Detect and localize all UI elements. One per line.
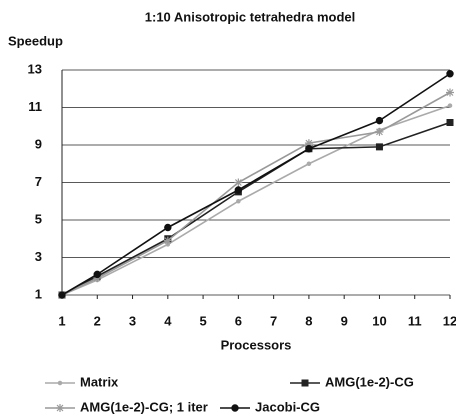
marker — [304, 139, 313, 148]
x-tick-label: 4 — [164, 313, 172, 328]
marker — [375, 143, 383, 151]
x-tick-label: 12 — [443, 313, 456, 328]
x-tick-label: 7 — [270, 313, 277, 328]
marker — [446, 119, 454, 126]
x-tick-label: 3 — [129, 313, 136, 328]
x-tick-label: 6 — [235, 313, 242, 328]
marker — [446, 70, 454, 78]
marker — [306, 161, 312, 167]
y-tick-label: 5 — [35, 211, 42, 226]
marker — [446, 88, 454, 97]
x-tick-label: 1 — [58, 313, 65, 328]
legend-label: Matrix — [80, 374, 119, 389]
y-tick-label: 11 — [28, 99, 42, 114]
x-tick-label: 11 — [408, 313, 422, 328]
legend-label: Jacobi-CG — [255, 399, 320, 414]
marker — [57, 380, 63, 386]
marker — [447, 103, 453, 108]
y-tick-label: 3 — [35, 249, 42, 264]
marker — [58, 291, 66, 299]
marker — [375, 127, 384, 136]
marker — [164, 223, 172, 232]
y-tick-label: 13 — [28, 61, 42, 76]
x-tick-label: 8 — [305, 313, 312, 328]
chart-title: 1:10 Anisotropic tetrahedra model — [145, 9, 355, 24]
y-axis-label: Speedup — [8, 33, 63, 48]
x-tick-label: 2 — [94, 313, 101, 328]
legend-label: AMG(1e-2)-CG — [325, 374, 414, 389]
legend-label: AMG(1e-2)-CG; 1 iter — [80, 399, 208, 414]
marker — [234, 186, 243, 194]
marker — [163, 236, 172, 245]
series-line — [61, 73, 451, 296]
y-tick-label: 7 — [35, 174, 42, 189]
y-tick-label: 1 — [35, 286, 42, 301]
marker — [231, 404, 239, 412]
marker — [236, 198, 241, 204]
marker — [301, 379, 309, 387]
x-tick-label: 10 — [372, 313, 386, 328]
marker — [93, 274, 102, 283]
marker — [93, 270, 101, 279]
x-tick-label: 9 — [341, 313, 348, 328]
marker — [234, 178, 243, 187]
marker — [305, 145, 313, 153]
x-axis-label: Processors — [221, 337, 292, 352]
x-tick-label: 5 — [199, 313, 206, 328]
marker — [56, 404, 64, 412]
marker — [375, 116, 384, 125]
y-tick-label: 9 — [35, 136, 42, 151]
